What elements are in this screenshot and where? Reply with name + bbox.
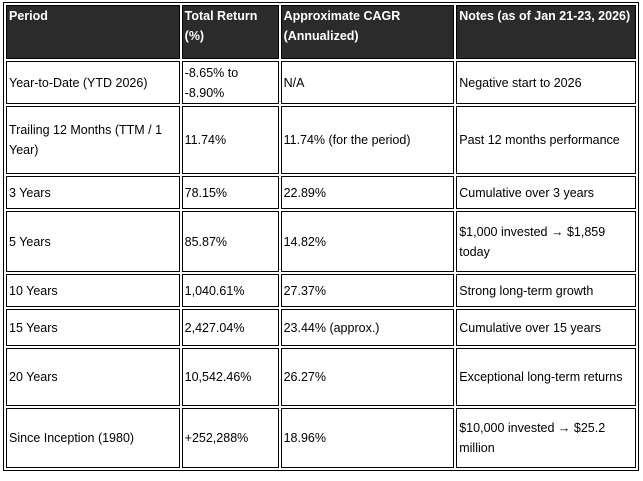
table-cell: 23.44% (approx.) bbox=[280, 309, 455, 346]
table-cell: $1,000 invested → $1,859 today bbox=[456, 211, 636, 272]
table-cell: 20 Years bbox=[6, 348, 180, 406]
table-cell: Year-to-Date (YTD 2026) bbox=[6, 61, 180, 104]
table-cell: -8.65% to -8.90% bbox=[181, 61, 279, 104]
table-cell: 10,542.46% bbox=[181, 348, 279, 406]
table-cell: 15 Years bbox=[6, 309, 180, 346]
table-cell: Trailing 12 Months (TTM / 1 Year) bbox=[6, 106, 180, 174]
table-cell: 26.27% bbox=[280, 348, 455, 406]
table-cell: Past 12 months performance bbox=[456, 106, 636, 174]
table-cell: Strong long-term growth bbox=[456, 274, 636, 307]
table-cell: Since Inception (1980) bbox=[6, 408, 180, 468]
table-row: 15 Years 2,427.04% 23.44% (approx.) Cumulat… bbox=[6, 309, 636, 346]
table-row: 10 Years 1,040.61% 27.37% Strong long-term … bbox=[6, 274, 636, 307]
table-cell: Exceptional long-term returns bbox=[456, 348, 636, 406]
header-cell: Period bbox=[6, 5, 180, 59]
table-cell: 3 Years bbox=[6, 176, 180, 209]
table-cell: 22.89% bbox=[280, 176, 455, 209]
header-row: Period Total Return (%) Approximate CAGR (… bbox=[6, 5, 636, 59]
table-cell: Cumulative over 3 years bbox=[456, 176, 636, 209]
table-cell: 5 Years bbox=[6, 211, 180, 272]
table-cell: 27.37% bbox=[280, 274, 455, 307]
table-cell: 85.87% bbox=[181, 211, 279, 272]
header-cell: Notes (as of Jan 21-23, 2026) bbox=[456, 5, 636, 59]
table-row: Since Inception (1980) +252,288% 18.96% $10… bbox=[6, 408, 636, 468]
table-cell: Negative start to 2026 bbox=[456, 61, 636, 104]
table-cell: Cumulative over 15 years bbox=[456, 309, 636, 346]
table-row: Year-to-Date (YTD 2026) -8.65% to -8.90% N… bbox=[6, 61, 636, 104]
table-row: Trailing 12 Months (TTM / 1 Year) 11.74% 1… bbox=[6, 106, 636, 174]
table-cell: 11.74% (for the period) bbox=[280, 106, 455, 174]
header-cell: Total Return (%) bbox=[181, 5, 279, 59]
table-cell: 10 Years bbox=[6, 274, 180, 307]
table-cell: 1,040.61% bbox=[181, 274, 279, 307]
table-cell: $10,000 invested → $25.2 million bbox=[456, 408, 636, 468]
table-row: 20 Years 10,542.46% 26.27% Exceptional long… bbox=[6, 348, 636, 406]
table-cell: 14.82% bbox=[280, 211, 455, 272]
table-cell: +252,288% bbox=[181, 408, 279, 468]
returns-table: Period Total Return (%) Approximate CAGR (… bbox=[3, 2, 639, 471]
table-cell: N/A bbox=[280, 61, 455, 104]
table-row: 5 Years 85.87% 14.82% $1,000 invested → $1,… bbox=[6, 211, 636, 272]
table-cell: 18.96% bbox=[280, 408, 455, 468]
header-cell: Approximate CAGR (Annualized) bbox=[280, 5, 455, 59]
table-row: 3 Years 78.15% 22.89% Cumulative over 3 yea… bbox=[6, 176, 636, 209]
table-body: Year-to-Date (YTD 2026) -8.65% to -8.90% N… bbox=[6, 61, 636, 468]
table-cell: 11.74% bbox=[181, 106, 279, 174]
table-cell: 2,427.04% bbox=[181, 309, 279, 346]
table-cell: 78.15% bbox=[181, 176, 279, 209]
